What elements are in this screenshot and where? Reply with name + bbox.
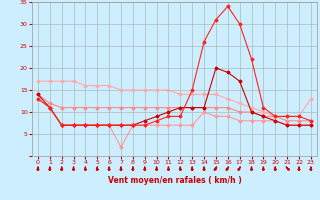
X-axis label: Vent moyen/en rafales ( km/h ): Vent moyen/en rafales ( km/h ) xyxy=(108,176,241,185)
